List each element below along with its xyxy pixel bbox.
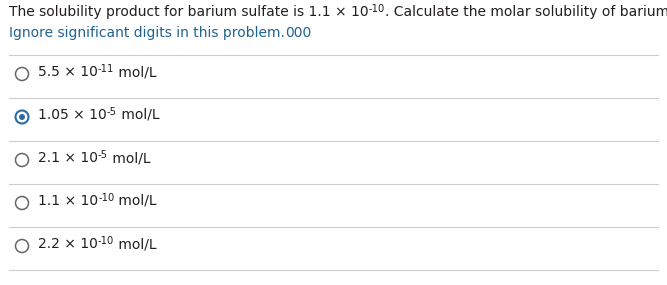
Text: 2.1 × 10: 2.1 × 10 <box>38 151 98 165</box>
Text: mol/L: mol/L <box>114 194 157 208</box>
Text: . Calculate the molar solubility of barium sulfate.: . Calculate the molar solubility of bari… <box>385 5 667 19</box>
Text: 000: 000 <box>285 26 311 40</box>
Text: -11: -11 <box>98 64 114 74</box>
Text: 1.1 × 10: 1.1 × 10 <box>38 194 98 208</box>
Text: -10: -10 <box>369 4 385 14</box>
Text: mol/L: mol/L <box>108 151 151 165</box>
Text: Ignore significant digits in this problem.: Ignore significant digits in this proble… <box>9 26 285 40</box>
Text: mol/L: mol/L <box>114 237 157 251</box>
Text: -5: -5 <box>98 150 108 160</box>
Text: -10: -10 <box>98 236 114 246</box>
Circle shape <box>19 114 25 120</box>
Text: mol/L: mol/L <box>117 108 159 122</box>
Text: 5.5 × 10: 5.5 × 10 <box>38 65 98 79</box>
Text: 2.2 × 10: 2.2 × 10 <box>38 237 98 251</box>
Text: mol/L: mol/L <box>114 65 157 79</box>
Text: The solubility product for barium sulfate is 1.1 × 10: The solubility product for barium sulfat… <box>9 5 369 19</box>
Text: -5: -5 <box>107 107 117 117</box>
Text: 1.05 × 10: 1.05 × 10 <box>38 108 107 122</box>
Text: -10: -10 <box>98 193 114 203</box>
